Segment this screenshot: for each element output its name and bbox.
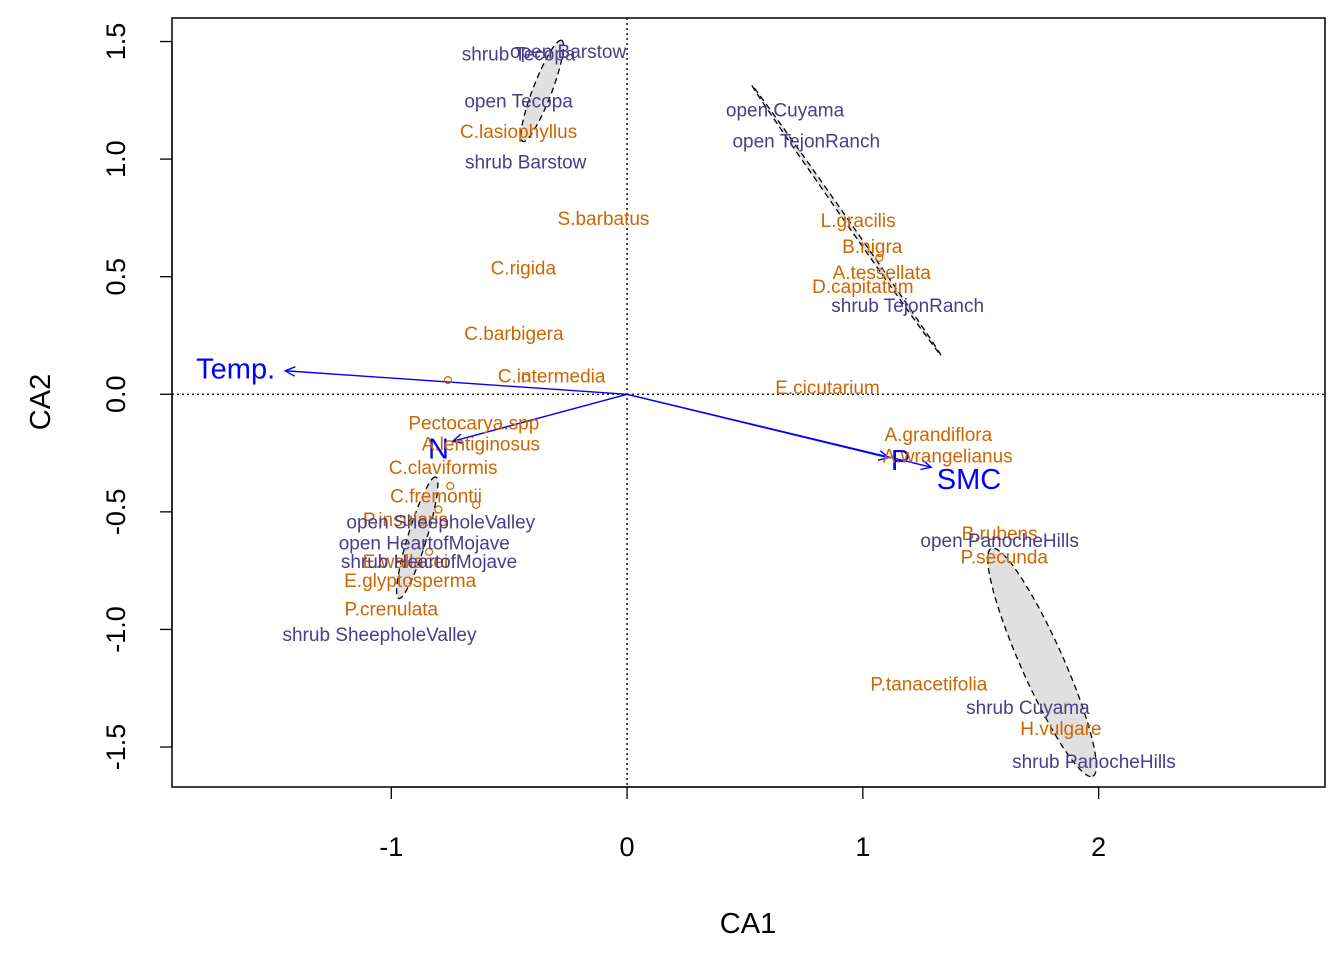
y-axis: -1.5 -1.0 -0.5 0.0 0.5 1.0 1.5 <box>101 23 173 771</box>
vector-head-n <box>451 433 464 444</box>
site-label-open-tejonranch: open TejonRanch <box>732 131 880 152</box>
ellipse-3 <box>395 476 439 600</box>
species-label-h-vulgare: H.vulgare <box>1020 719 1101 740</box>
vector-temp <box>285 370 628 395</box>
species-label-b-rubens: B.rubens <box>962 524 1038 545</box>
species-point-7 <box>424 547 434 556</box>
species-label-c-rigida: C.rigida <box>491 258 557 279</box>
vector-smc <box>626 393 932 468</box>
species-label-c-barbigera: C.barbigera <box>464 324 564 345</box>
ellipse-1 <box>520 39 565 143</box>
y-axis-title: CA2 <box>25 374 57 430</box>
species-label-e-glyptosperma: E.glyptosperma <box>344 571 476 592</box>
species-label-c-claviformis: C.claviformis <box>389 458 498 479</box>
vector-head-smc <box>920 459 933 471</box>
species-label-a-wrangelianus: A.wrangelianus <box>883 446 1013 467</box>
site-label-open-heartofmojave: open HeartofMojave <box>339 533 510 554</box>
species-label-c-intermedia: C.intermedia <box>498 366 606 387</box>
x-tick-label: 2 <box>1091 832 1106 862</box>
x-tick-label: 1 <box>855 832 870 862</box>
y-tick-label: 0.0 <box>101 375 131 413</box>
x-tick-label: 0 <box>620 832 635 862</box>
site-label-open-tecopa: open Tecopa <box>464 91 573 112</box>
site-label-open-panochehills: open PanocheHills <box>920 531 1078 552</box>
x-axis-title: CA1 <box>720 908 776 940</box>
species-label-e-wallacei: E.wallacei <box>363 552 449 573</box>
species-labels-layer: C.lasiophyllus S.barbatus C.rigida C.barbig… <box>344 122 1101 740</box>
ellipse-2 <box>751 84 942 356</box>
species-point-1 <box>443 376 452 385</box>
species-label-c-fremontii: C.fremontii <box>390 486 482 507</box>
site-label-shrub-tecopa: shrub Tecopa <box>462 44 576 65</box>
y-tick-label: 0.5 <box>101 258 131 296</box>
ellipses-layer <box>395 39 1097 778</box>
species-label-a-tessellata: A.tessellata <box>833 263 932 284</box>
species-label-p-insularis: P.insularis <box>363 510 448 531</box>
site-label-open-barstow: open Barstow <box>510 42 626 63</box>
species-label-b-nigra: B.nigra <box>842 237 903 258</box>
vector-label-n: N <box>428 433 449 465</box>
vector-label-p: P <box>891 445 910 477</box>
vector-label-temp: Temp. <box>196 353 275 385</box>
species-points-layer <box>424 253 884 556</box>
species-label-e-cicutarium: E.cicutarium <box>775 378 880 399</box>
env-vectors-layer: Temp. N P SMC <box>196 353 1001 496</box>
species-label-s-barbatus: S.barbatus <box>558 209 650 230</box>
site-label-open-sheepholevalley: open SheepholeValley <box>346 512 535 533</box>
x-axis: -1 0 1 2 <box>379 786 1106 862</box>
ellipse-4 <box>987 547 1097 778</box>
site-label-shrub-heartofmojave: shrub HeartofMojave <box>341 552 517 573</box>
vector-label-smc: SMC <box>937 464 1001 496</box>
species-label-pectocarya-spp: Pectocarya.spp <box>408 413 539 434</box>
species-label-a-grandiflora: A.grandiflora <box>884 425 992 446</box>
species-label-p-crenulata: P.crenulata <box>344 599 438 620</box>
reference-lines <box>172 18 1325 787</box>
species-point-5 <box>472 500 481 509</box>
species-point-3 <box>875 253 884 262</box>
species-label-d-capitatum: D.capitatum <box>812 277 913 298</box>
site-label-shrub-panochehills: shrub PanocheHills <box>1012 752 1176 773</box>
species-label-p-tanacetifolia: P.tanacetifolia <box>870 675 987 696</box>
species-label-c-lasiophyllus: C.lasiophyllus <box>460 122 577 143</box>
species-label-a-lentiginosus: A.lentiginosus <box>422 435 540 456</box>
species-point-2 <box>521 373 530 382</box>
species-label-p-secunda: P.secunda <box>961 548 1049 569</box>
y-tick-label: -1.5 <box>101 724 131 771</box>
site-label-shrub-barstow: shrub Barstow <box>465 152 587 173</box>
x-tick-label: -1 <box>379 832 403 862</box>
species-point-6 <box>434 505 443 514</box>
y-tick-label: -1.0 <box>101 606 131 653</box>
site-label-shrub-cuyama: shrub Cuyama <box>966 698 1090 719</box>
site-label-open-cuyama: open Cuyama <box>726 101 845 122</box>
species-label-l-gracilis: L.gracilis <box>821 211 896 232</box>
y-tick-label: 1.5 <box>101 23 131 61</box>
vector-head-p <box>877 450 891 461</box>
site-label-shrub-sheepholevalley: shrub SheepholeValley <box>282 625 477 646</box>
site-label-shrub-tejonranch: shrub TejonRanch <box>831 296 984 317</box>
vector-head-temp <box>283 366 296 377</box>
y-tick-label: 1.0 <box>101 140 131 178</box>
y-tick-label: -0.5 <box>101 489 131 536</box>
vector-n <box>452 393 628 442</box>
species-point-4 <box>446 481 455 491</box>
